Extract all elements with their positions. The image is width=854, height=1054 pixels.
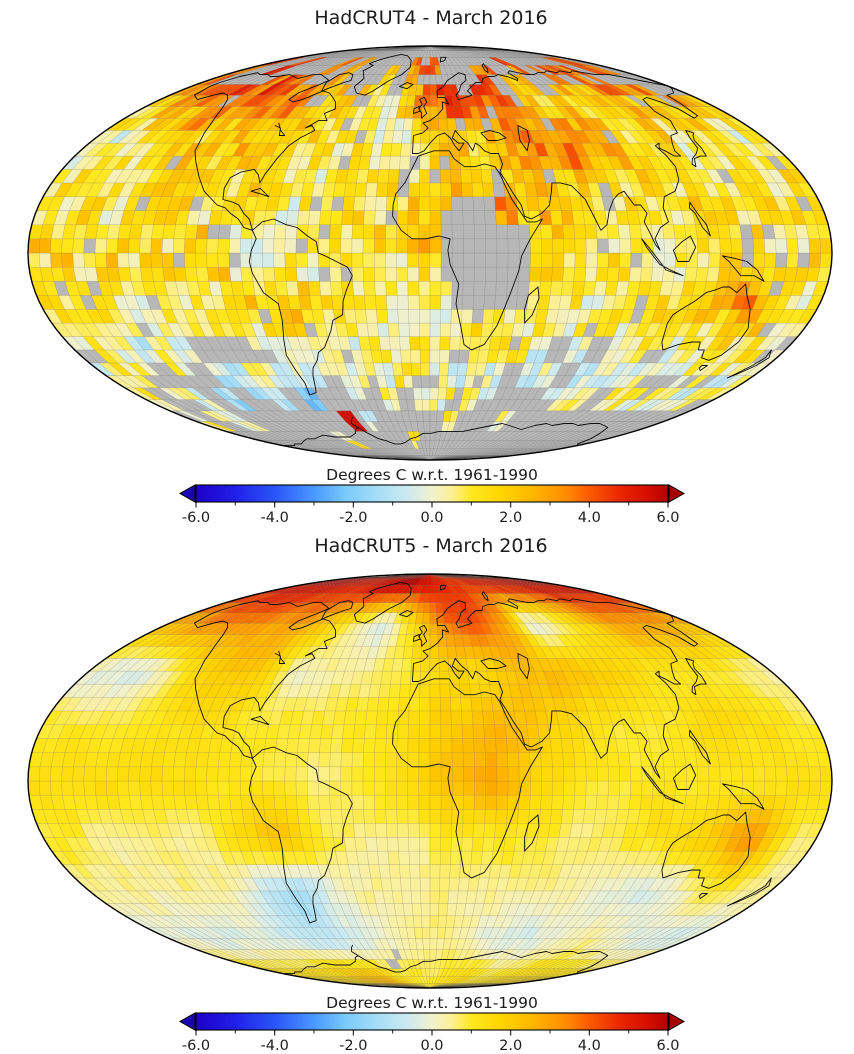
- coastlines: [193, 581, 772, 975]
- colorbar-bottom: -6.0 -4.0 -2.0 0.0 2.0 4.0 6.0: [178, 1012, 686, 1054]
- colorbar-top: -6.0 -4.0 -2.0 0.0 2.0 4.0 6.0: [178, 484, 686, 526]
- grid-cells: [27, 573, 833, 989]
- grid-cells: [27, 45, 833, 461]
- colorbar-left-arrow: [178, 1012, 196, 1031]
- colorbar-tick-label: 2.0: [499, 510, 522, 526]
- map2-title: HadCRUT5 - March 2016: [314, 535, 547, 557]
- colorbar-tick-label: -2.0: [339, 1038, 367, 1054]
- colorbar-tick-label: 6.0: [656, 510, 679, 526]
- colorbar-tick-label: 4.0: [578, 1038, 601, 1054]
- colorbar-tick-label: 6.0: [656, 1038, 679, 1054]
- colorbar-tick-label: -4.0: [261, 1038, 289, 1054]
- colorbar-bottom-label: Degrees C w.r.t. 1961-1990: [326, 994, 538, 1012]
- map-outline: [27, 573, 833, 989]
- colorbar-right-arrow: [668, 484, 686, 503]
- colorbar-tick-label: -4.0: [261, 510, 289, 526]
- colorbar-tick-label: -2.0: [339, 510, 367, 526]
- map-outline: [27, 45, 833, 461]
- colorbar-tick-label: -6.0: [182, 510, 210, 526]
- colorbar-top-label: Degrees C w.r.t. 1961-1990: [326, 466, 538, 484]
- colorbar-tick-label: -6.0: [182, 1038, 210, 1054]
- hadcrut5-map: [27, 573, 833, 989]
- colorbar-gradient-bar: [195, 1012, 669, 1031]
- colorbar-tick-label: 0.0: [420, 1038, 443, 1054]
- colorbar-gradient-bar: [195, 484, 669, 503]
- map1-title: HadCRUT4 - March 2016: [314, 7, 547, 29]
- colorbar-left-arrow: [178, 484, 196, 503]
- colorbar-tick-label: 0.0: [420, 510, 443, 526]
- colorbar-right-arrow: [668, 1012, 686, 1031]
- colorbar-tick-label: 2.0: [499, 1038, 522, 1054]
- coastlines: [193, 53, 772, 447]
- hadcrut4-map: [27, 45, 833, 461]
- colorbar-tick-label: 4.0: [578, 510, 601, 526]
